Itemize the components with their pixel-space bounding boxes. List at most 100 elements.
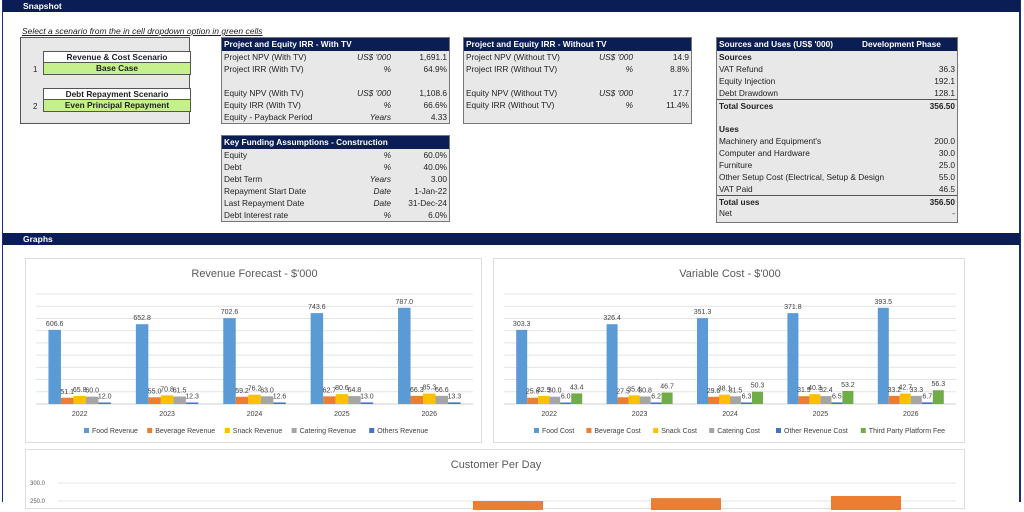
row-value[interactable] xyxy=(899,111,955,123)
row-unit: US$ '000 xyxy=(357,52,391,62)
data-label: 32.9 xyxy=(537,387,551,394)
row-label: Project NPV (With TV) xyxy=(224,52,307,62)
row-value[interactable]: 55.0 xyxy=(938,172,955,182)
table-row: VAT Paid 46.5 xyxy=(717,183,957,195)
debt-repayment-scenario-dropdown[interactable]: Even Principal Repayment xyxy=(43,100,191,112)
row-value[interactable]: 14.9 xyxy=(672,52,689,62)
row-unit: % xyxy=(383,162,391,172)
row-value[interactable]: 1,108.6 xyxy=(419,88,447,98)
bar xyxy=(831,402,843,404)
scenario-title: Debt Repayment Scenario xyxy=(43,88,191,100)
data-label: 6.5 xyxy=(832,393,842,400)
row-value[interactable]: 64.9% xyxy=(423,64,447,74)
row-value[interactable]: 66.6% xyxy=(423,100,447,110)
row-value[interactable]: 4.33 xyxy=(430,112,447,122)
revenue-cost-scenario-dropdown[interactable]: Base Case xyxy=(43,63,191,75)
row-value[interactable]: 46.5 xyxy=(938,184,955,194)
row-value[interactable]: 30.0 xyxy=(938,148,955,158)
row-value[interactable]: 6.0% xyxy=(428,210,447,220)
data-label: 6.0 xyxy=(561,394,571,401)
row-value[interactable] xyxy=(391,75,447,87)
row-value[interactable]: 25.0 xyxy=(938,160,955,170)
data-label: 12.3 xyxy=(185,393,199,400)
table-title: Project and Equity IRR - With TV xyxy=(224,39,352,49)
row-value[interactable]: 128.1 xyxy=(934,88,955,98)
bar xyxy=(752,391,763,404)
bar xyxy=(617,397,629,404)
bar xyxy=(730,396,741,404)
row-value[interactable]: 8.8% xyxy=(670,64,689,74)
table-row: Furniture 25.0 xyxy=(717,159,957,171)
bar xyxy=(173,396,186,404)
table-row: Computer and Hardware 30.0 xyxy=(717,147,957,159)
row-value[interactable]: 17.7 xyxy=(672,88,689,98)
bar xyxy=(348,396,361,404)
bar xyxy=(260,396,274,404)
row-unit: Years xyxy=(369,112,391,122)
bar xyxy=(435,395,449,404)
row-value[interactable]: 40.0% xyxy=(423,162,447,172)
bar xyxy=(248,394,261,404)
with-tv-table: Project and Equity IRR - With TV Project … xyxy=(221,37,450,124)
data-label: 13.0 xyxy=(360,393,374,400)
table-row: Project IRR (Without TV)% 8.8% xyxy=(464,63,691,75)
row-value[interactable]: 356.50 xyxy=(929,101,955,111)
row-value[interactable] xyxy=(633,75,689,87)
legend-entry: Catering Revenue xyxy=(300,428,357,435)
data-label: 32.4 xyxy=(819,387,833,394)
row-label: Debt Drawdown xyxy=(719,88,779,98)
row-value[interactable] xyxy=(899,51,955,63)
table-row: Net - xyxy=(717,207,957,219)
bar xyxy=(549,396,561,404)
row-value[interactable]: 60.0% xyxy=(423,150,447,160)
bar xyxy=(650,402,662,404)
bar xyxy=(516,329,528,404)
row-label: Total Sources xyxy=(719,101,774,111)
chart-title: Revenue Forecast - $'000 xyxy=(191,268,317,280)
bar xyxy=(661,392,673,404)
row-value[interactable]: - xyxy=(952,208,955,218)
data-label: 303.3 xyxy=(513,321,531,328)
data-label: 371.8 xyxy=(784,304,802,311)
phase-label: Development Phase xyxy=(862,39,941,49)
data-label: 30.0 xyxy=(548,388,562,395)
row-value[interactable]: 1,691.1 xyxy=(419,52,447,62)
data-label: 38.1 xyxy=(718,386,732,393)
row-label: Equity NPV (With TV) xyxy=(224,88,304,98)
instruction-text: Select a scenario from the in cell dropd… xyxy=(22,26,263,36)
bar xyxy=(310,313,324,404)
bar xyxy=(148,397,161,404)
data-label: 13.3 xyxy=(447,393,461,400)
row-label xyxy=(719,111,899,123)
debt-repayment-scenario: Debt Repayment Scenario Even Principal R… xyxy=(43,88,191,112)
row-value[interactable]: 356.50 xyxy=(929,197,955,207)
data-label: 31.5 xyxy=(729,387,743,394)
bar xyxy=(398,307,411,404)
row-label: Other Setup Cost (Electrical, Setup & De… xyxy=(719,172,885,182)
data-label: 12.0 xyxy=(98,394,112,401)
row-value[interactable]: 31-Dec-24 xyxy=(408,198,447,208)
table-row: Equity Injection 192.1 xyxy=(717,75,957,87)
data-label: 50.3 xyxy=(751,383,765,390)
table-row: Debt Interest rate% 6.0% xyxy=(222,209,449,221)
table-title: Project and Equity IRR - Without TV xyxy=(466,39,607,49)
bar xyxy=(651,498,721,510)
row-value[interactable]: 200.0 xyxy=(934,136,955,146)
row-value[interactable] xyxy=(633,111,689,123)
row-value[interactable]: 3.00 xyxy=(430,174,447,184)
row-value[interactable] xyxy=(899,123,955,135)
bar xyxy=(223,318,236,404)
row-value[interactable]: 192.1 xyxy=(934,76,955,86)
bar xyxy=(921,402,933,404)
row-label: Last Repayment Date xyxy=(224,198,305,208)
data-label: 55.0 xyxy=(148,388,162,395)
legend-swatch xyxy=(860,428,866,433)
bar xyxy=(538,395,550,404)
row-value[interactable]: 1-Jan-22 xyxy=(414,186,447,196)
sheet-frame xyxy=(2,0,1021,502)
row-value[interactable]: 11.4% xyxy=(666,100,689,110)
row-value[interactable]: 36.3 xyxy=(938,64,955,74)
data-label: 326.4 xyxy=(603,315,621,322)
bar xyxy=(628,395,640,404)
category-label: 2024 xyxy=(247,411,263,418)
